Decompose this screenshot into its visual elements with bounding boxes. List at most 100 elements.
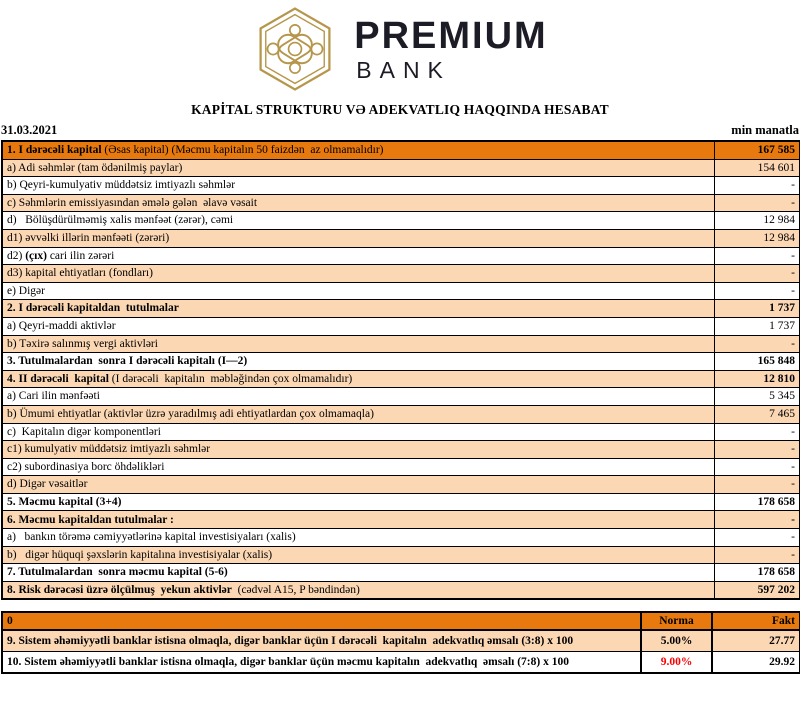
ratio-header-row: 0 Norma Fakt [1, 611, 800, 632]
row-value: 5 345 [713, 387, 800, 406]
table-row: d) Bölüşdürülməmiş xalis mənfəət (zərər)… [1, 211, 800, 230]
row-label: 3. Tutulmalardan sonra I dərəcəli kapita… [1, 352, 715, 371]
table-row: a) bankın törəmə cəmiyyətlərinə kapital … [1, 528, 800, 547]
row-value: 154 601 [713, 158, 800, 178]
row-value: - [713, 510, 800, 530]
row-label: b) Ümumi ehtiyatlar (aktivlər üzrə yarad… [1, 404, 715, 424]
unit-label: min manatla [731, 123, 799, 137]
row-label: d1) əvvəlki illərin mənfəəti (zərəri) [1, 228, 715, 248]
row-label: a) Adi səhmlər (tam ödənilmiş paylar) [1, 158, 715, 178]
table-row: 7. Tutulmalardan sonra məcmu kapital (5-… [1, 563, 800, 582]
ratio-row-fakt: 29.92 [711, 651, 800, 674]
table-row: 6. Məcmu kapitaldan tutulmalar :- [1, 510, 800, 530]
table-row: c2) subordinasiya borc öhdəlikləri - [1, 457, 800, 477]
table-row: 2. I dərəcəli kapitaldan tutulmalar 1 737 [1, 299, 800, 318]
table-row: b) Ümumi ehtiyatlar (aktivlər üzrə yarad… [1, 404, 800, 424]
table-row: d3) kapital ehtiyatları (fondları) - [1, 264, 800, 283]
table-row: 5. Məcmu kapital (3+4) 178 658 [1, 492, 800, 512]
row-value: - [713, 281, 800, 301]
table-row: 1. I dərəcəli kapital (Əsas kapital) (Mə… [1, 140, 800, 160]
report-title: KAPİTAL STRUKTURU VƏ ADEKVATLIQ HAQQINDA… [191, 102, 609, 117]
table-row: 8. Risk dərəcəsi üzrə ölçülmuş yekun akt… [1, 580, 800, 600]
row-label: 6. Məcmu kapitaldan tutulmalar : [1, 510, 715, 530]
row-label: b) Qeyri-kumulyativ müddətsiz imtiyazlı … [1, 176, 715, 195]
row-label: c1) kumulyativ müddətsiz imtiyazlı səhml… [1, 440, 715, 459]
table-row: d2) (çıx) cari ilin zərəri - [1, 246, 800, 266]
row-value: - [713, 528, 800, 547]
row-value: 12 984 [713, 211, 800, 230]
row-value: - [713, 475, 800, 494]
row-value: - [713, 176, 800, 195]
row-value: - [713, 246, 800, 266]
bank-emblem-icon [259, 7, 331, 91]
row-value: 178 658 [713, 563, 800, 582]
brand-name-bank: BANK [356, 56, 451, 83]
row-label: b) Təxirə salınmış vergi aktivləri [1, 334, 715, 354]
ratio-table-body: 9. Sistem əhəmiyyətli banklar istisna ol… [1, 629, 800, 674]
row-value: 1 737 [713, 299, 800, 318]
row-value: 167 585 [713, 140, 800, 160]
row-label: 4. II dərəcəli kapital (I dərəcəli kapit… [1, 369, 715, 389]
row-label: a) Cari ilin mənfəəti [1, 387, 715, 406]
row-label: 1. I dərəcəli kapital (Əsas kapital) (Mə… [1, 140, 715, 160]
row-label: e) Digər [1, 281, 715, 301]
row-value: 7 465 [713, 404, 800, 424]
ratio-row-label: 10. Sistem əhəmiyyətli banklar istisna o… [1, 651, 642, 674]
row-value: - [713, 457, 800, 477]
table-row: c) Səhmlərin emissiyasından əmələ gələn … [1, 193, 800, 213]
row-value: 12 810 [713, 369, 800, 389]
ratio-row-norma: 9.00% [640, 651, 713, 674]
row-value: - [713, 264, 800, 283]
report-date: 31.03.2021 [1, 123, 58, 137]
main-table-body: 1. I dərəcəli kapital (Əsas kapital) (Mə… [1, 140, 800, 600]
bank-logo: PREMIUM BANK [1, 3, 799, 95]
row-label: 7. Tutulmalardan sonra məcmu kapital (5-… [1, 563, 715, 582]
row-label: a) bankın törəmə cəmiyyətlərinə kapital … [1, 528, 715, 547]
row-label: 8. Risk dərəcəsi üzrə ölçülmuş yekun akt… [1, 580, 715, 600]
ratio-row-label: 9. Sistem əhəmiyyətli banklar istisna ol… [1, 629, 642, 653]
capital-structure-table: 1. I dərəcəli kapital (Əsas kapital) (Mə… [1, 140, 800, 601]
ratio-row-norma: 5.00% [640, 629, 713, 653]
row-value: - [713, 193, 800, 213]
ratio-header-zero: 0 [1, 611, 642, 632]
row-label: 2. I dərəcəli kapitaldan tutulmalar [1, 299, 715, 318]
row-label: c2) subordinasiya borc öhdəlikləri [1, 457, 715, 477]
row-value: 178 658 [713, 492, 800, 512]
row-value: 597 202 [713, 580, 800, 600]
row-label: c) Kapitalın digər komponentləri [1, 422, 715, 442]
table-row: b) Qeyri-kumulyativ müddətsiz imtiyazlı … [1, 176, 800, 195]
report-meta: 31.03.2021 min manatla [1, 123, 799, 138]
table-row: b) Təxirə salınmış vergi aktivləri - [1, 334, 800, 354]
row-label: d) Digər vəsaitlər [1, 475, 715, 494]
ratio-row: 10. Sistem əhəmiyyətli banklar istisna o… [1, 651, 800, 674]
report-page: PREMIUM BANK KAPİTAL STRUKTURU VƏ ADEKVA… [1, 3, 800, 675]
row-label: a) Qeyri-maddi aktivlər [1, 316, 715, 336]
table-row: d1) əvvəlki illərin mənfəəti (zərəri) 12 … [1, 228, 800, 248]
table-row: c1) kumulyativ müddətsiz imtiyazlı səhml… [1, 440, 800, 459]
row-value: - [713, 440, 800, 459]
row-label: d2) (çıx) cari ilin zərəri [1, 246, 715, 266]
row-label: d3) kapital ehtiyatları (fondları) [1, 264, 715, 283]
ratio-row-fakt: 27.77 [711, 629, 800, 653]
table-row: c) Kapitalın digər komponentləri - [1, 422, 800, 442]
table-row: d) Digər vəsaitlər - [1, 475, 800, 494]
brand-name-premium: PREMIUM [354, 14, 548, 57]
ratio-row: 9. Sistem əhəmiyyətli banklar istisna ol… [1, 629, 800, 653]
row-value: - [713, 422, 800, 442]
row-value: 12 984 [713, 228, 800, 248]
table-row: 4. II dərəcəli kapital (I dərəcəli kapit… [1, 369, 800, 389]
row-value: - [713, 334, 800, 354]
ratio-header-norma: Norma [640, 611, 713, 632]
row-value: - [713, 545, 800, 565]
table-row: a) Adi səhmlər (tam ödənilmiş paylar) 154… [1, 158, 800, 178]
table-row: b) digər hüquqi şəxslərin kapitalına inv… [1, 545, 800, 565]
adequacy-ratio-table: 0 Norma Fakt 9. Sistem əhəmiyyətli bankl… [1, 611, 800, 675]
row-label: b) digər hüquqi şəxslərin kapitalına inv… [1, 545, 715, 565]
row-label: d) Bölüşdürülməmiş xalis mənfəət (zərər)… [1, 211, 715, 230]
bank-wordmark: PREMIUM BANK [354, 17, 547, 82]
table-row: a) Cari ilin mənfəəti 5 345 [1, 387, 800, 406]
table-row: e) Digər - [1, 281, 800, 301]
table-row: 3. Tutulmalardan sonra I dərəcəli kapita… [1, 352, 800, 371]
row-label: c) Səhmlərin emissiyasından əmələ gələn … [1, 193, 715, 213]
row-value: 165 848 [713, 352, 800, 371]
